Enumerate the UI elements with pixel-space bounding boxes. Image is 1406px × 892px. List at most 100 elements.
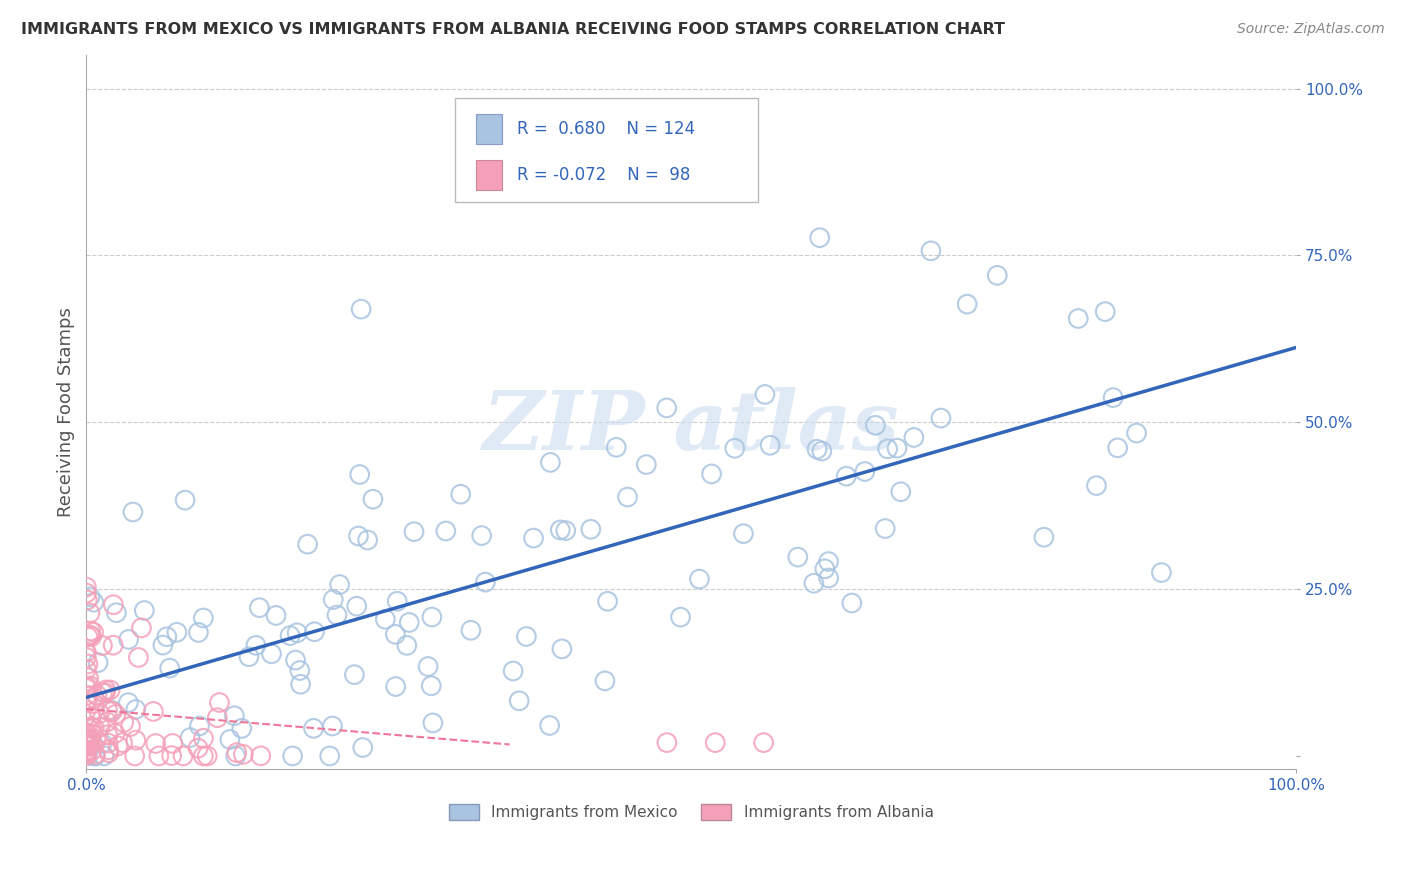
Point xyxy=(91,736,114,750)
Point xyxy=(77,671,100,685)
Point xyxy=(152,638,174,652)
Point xyxy=(806,442,828,457)
Point xyxy=(853,465,876,479)
Point xyxy=(76,696,98,710)
Point xyxy=(89,720,111,734)
Point xyxy=(231,722,253,736)
Point xyxy=(76,748,98,763)
Point xyxy=(83,595,105,609)
Point xyxy=(84,748,107,763)
Point xyxy=(1150,566,1173,580)
Point xyxy=(225,748,247,763)
Point xyxy=(75,731,97,746)
Point xyxy=(281,748,304,763)
Text: R =  0.680    N = 124: R = 0.680 N = 124 xyxy=(517,120,695,138)
Point xyxy=(75,703,97,717)
Point xyxy=(1067,311,1090,326)
Point xyxy=(91,685,114,699)
Point xyxy=(398,615,420,630)
Point xyxy=(886,441,908,455)
Point xyxy=(84,732,107,747)
Point xyxy=(145,737,167,751)
Point xyxy=(96,728,118,742)
Point xyxy=(841,596,863,610)
Point xyxy=(395,639,418,653)
Point xyxy=(75,736,97,750)
Point xyxy=(104,726,127,740)
Point xyxy=(655,736,678,750)
Point xyxy=(422,715,444,730)
Legend: Immigrants from Mexico, Immigrants from Albania: Immigrants from Mexico, Immigrants from … xyxy=(443,797,939,826)
Point xyxy=(356,533,378,547)
Point xyxy=(416,659,439,673)
Point xyxy=(112,715,135,730)
Point xyxy=(107,739,129,753)
Point xyxy=(84,748,107,763)
Point xyxy=(865,418,887,433)
Point xyxy=(76,739,98,753)
Point xyxy=(304,624,326,639)
Point xyxy=(1094,304,1116,318)
Point xyxy=(80,720,103,734)
Point xyxy=(811,444,834,458)
Point xyxy=(752,736,775,750)
Point xyxy=(188,719,211,733)
Point xyxy=(247,600,270,615)
Point xyxy=(89,706,111,721)
Point xyxy=(76,746,98,760)
Point xyxy=(75,681,97,696)
Point xyxy=(195,748,218,763)
Point xyxy=(142,705,165,719)
Point xyxy=(278,629,301,643)
Point xyxy=(94,683,117,698)
Point xyxy=(187,741,209,756)
Point xyxy=(160,748,183,763)
Point xyxy=(166,625,188,640)
Point xyxy=(474,575,496,590)
Point xyxy=(207,711,229,725)
Point xyxy=(79,628,101,642)
Point xyxy=(117,632,139,647)
Point xyxy=(101,705,124,719)
Text: Source: ZipAtlas.com: Source: ZipAtlas.com xyxy=(1237,22,1385,37)
Point xyxy=(79,624,101,638)
Point xyxy=(384,680,406,694)
Point xyxy=(97,743,120,757)
Point xyxy=(159,661,181,675)
Point xyxy=(249,748,271,763)
Point xyxy=(75,662,97,676)
FancyBboxPatch shape xyxy=(456,98,758,202)
Point xyxy=(125,702,148,716)
Point xyxy=(579,522,602,536)
Point xyxy=(1032,530,1054,544)
Point xyxy=(77,657,100,671)
Point xyxy=(402,524,425,539)
Point xyxy=(704,736,727,750)
Point xyxy=(318,748,340,763)
Point xyxy=(117,696,139,710)
Point xyxy=(148,748,170,763)
Point xyxy=(83,721,105,735)
Point xyxy=(83,625,105,640)
Point xyxy=(321,719,343,733)
Point xyxy=(174,493,197,508)
Point xyxy=(343,667,366,681)
Point xyxy=(131,621,153,635)
Point xyxy=(79,734,101,748)
Point xyxy=(420,679,443,693)
Point xyxy=(754,387,776,401)
Point xyxy=(103,598,125,612)
Point xyxy=(817,571,839,585)
Point xyxy=(79,606,101,620)
Point xyxy=(450,487,472,501)
Point xyxy=(326,607,349,622)
Point xyxy=(97,703,120,717)
Point xyxy=(350,302,373,317)
Point xyxy=(238,649,260,664)
Point xyxy=(245,639,267,653)
Point xyxy=(80,744,103,758)
Point xyxy=(554,524,576,538)
Y-axis label: Receiving Food Stamps: Receiving Food Stamps xyxy=(58,307,75,517)
Point xyxy=(84,747,107,761)
Point xyxy=(1107,441,1129,455)
